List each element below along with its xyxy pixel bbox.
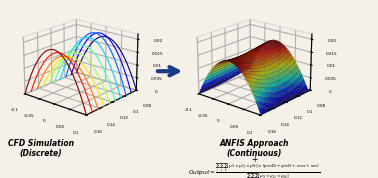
Text: ANFIS Approach
(Continuous): ANFIS Approach (Continuous): [219, 139, 289, 158]
Text: +: +: [251, 155, 257, 164]
Text: CFD Simulation
(Discrete): CFD Simulation (Discrete): [8, 139, 74, 158]
Text: $Output=\frac{\sum_{i}\sum_{j}\sum_{k}\left[\mu_{1i}\times\mu_{2j}\times\mu_{3k}: $Output=\frac{\sum_{i}\sum_{j}\sum_{k}\l…: [188, 162, 320, 178]
